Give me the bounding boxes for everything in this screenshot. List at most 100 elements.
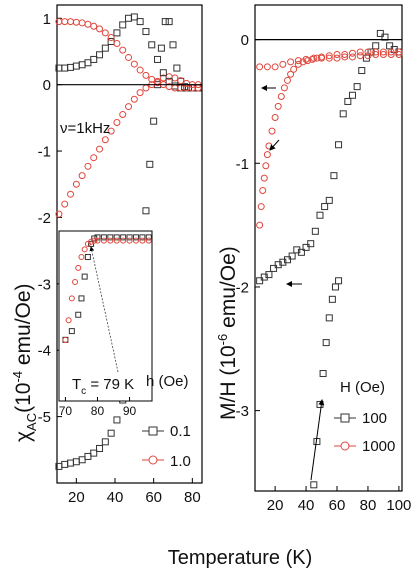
- right-x-tick-label: 60: [329, 497, 346, 514]
- right-point: [325, 52, 333, 60]
- legend-label-100: 100: [362, 410, 387, 427]
- right-y-tick-label: -3: [236, 403, 249, 420]
- left-point: [84, 59, 92, 67]
- inset-point: [100, 234, 107, 241]
- inset-point: [78, 253, 85, 260]
- right-point: [288, 252, 296, 260]
- left-point: [171, 84, 179, 92]
- left-point: [55, 210, 63, 218]
- inset-point: [107, 237, 114, 244]
- right-point: [348, 91, 356, 99]
- inset-point: [113, 237, 120, 244]
- left-point: [113, 119, 121, 127]
- inset-point: [81, 273, 88, 280]
- left-point: [101, 438, 109, 446]
- left-y-tick-label: -4: [38, 343, 51, 360]
- left-point: [136, 89, 144, 97]
- right-point: [256, 277, 264, 285]
- right-series: [256, 29, 403, 489]
- left-point: [148, 75, 156, 83]
- right-ticks: 20 40 60 80 1000-1-2-3: [236, 32, 412, 514]
- left-point: [173, 64, 181, 72]
- right-legend: H (Oe) 100 1000: [334, 379, 395, 455]
- right-point: [319, 370, 327, 378]
- left-y-tick-label: -2: [38, 210, 51, 227]
- right-point: [277, 93, 285, 101]
- inset-x-tick-label: 70: [59, 404, 73, 418]
- right-y-axis-label: M/H (10-6 emu/Oe): [215, 246, 240, 420]
- inset-point: [139, 234, 146, 241]
- left-point: [119, 111, 127, 119]
- inset-point: [91, 237, 98, 244]
- left-point: [165, 18, 173, 26]
- left-point: [113, 29, 121, 37]
- inset-point: [100, 237, 107, 244]
- right-point: [294, 57, 302, 65]
- left-legend-title: h (Oe): [146, 373, 189, 390]
- right-point: [395, 50, 403, 58]
- left-point: [90, 154, 98, 162]
- left-point: [67, 63, 75, 71]
- right-point: [271, 63, 279, 71]
- left-y-tick-label: -5: [38, 409, 51, 426]
- left-point: [125, 103, 133, 111]
- right-point: [353, 83, 361, 91]
- right-point: [310, 481, 318, 489]
- inset-point: [126, 237, 133, 244]
- inset-point: [107, 234, 114, 241]
- legend-marker-0.1: [148, 426, 158, 436]
- inset-point: [120, 234, 127, 241]
- right-point: [376, 29, 384, 37]
- right-point: [287, 70, 295, 78]
- right-arrow-bottom: [310, 399, 325, 481]
- right-point: [310, 54, 318, 62]
- left-point: [107, 34, 115, 42]
- left-frequency-annotation: ν=1kHz: [60, 120, 110, 137]
- right-point: [279, 60, 287, 68]
- right-point: [302, 55, 310, 63]
- right-point: [274, 102, 282, 110]
- left-point: [130, 95, 138, 103]
- right-point: [265, 271, 273, 279]
- left-point: [157, 44, 165, 52]
- left-point: [61, 64, 69, 72]
- left-point: [96, 25, 104, 33]
- right-point: [372, 42, 380, 50]
- right-point: [341, 53, 349, 61]
- left-point: [72, 62, 80, 70]
- left-point: [159, 69, 167, 77]
- left-point: [142, 207, 150, 215]
- right-point: [356, 48, 364, 56]
- right-x-tick-label: 100: [386, 497, 411, 514]
- left-y-tick-label: -3: [38, 276, 51, 293]
- inset-point: [72, 279, 79, 286]
- x-axis-label: Temperature (K): [168, 547, 313, 569]
- right-point: [335, 277, 343, 285]
- inset-point: [120, 237, 127, 244]
- right-point: [330, 172, 338, 180]
- left-point: [154, 55, 162, 63]
- left-point: [101, 136, 109, 144]
- right-point: [256, 221, 264, 229]
- inset-point: [126, 234, 133, 241]
- inset-point: [81, 246, 88, 253]
- right-panel: 20 40 60 80 1000-1-2-3 M/H (10-6 emu/Oe) H (…: [215, 4, 412, 514]
- right-point: [364, 48, 372, 56]
- left-point: [61, 460, 69, 468]
- right-legend-title: H (Oe): [340, 379, 385, 396]
- left-point: [78, 61, 86, 69]
- inset-point: [132, 234, 139, 241]
- right-point: [325, 314, 333, 322]
- right-point: [304, 57, 312, 65]
- left-point: [130, 13, 138, 21]
- left-point: [67, 459, 75, 467]
- right-point: [387, 50, 395, 58]
- left-y-tick-label: -1: [38, 144, 51, 161]
- right-x-tick-label: 80: [360, 497, 377, 514]
- inset-point: [88, 238, 95, 245]
- left-point: [142, 71, 150, 79]
- left-point: [119, 46, 127, 54]
- inset-point: [132, 237, 139, 244]
- right-point: [263, 151, 271, 159]
